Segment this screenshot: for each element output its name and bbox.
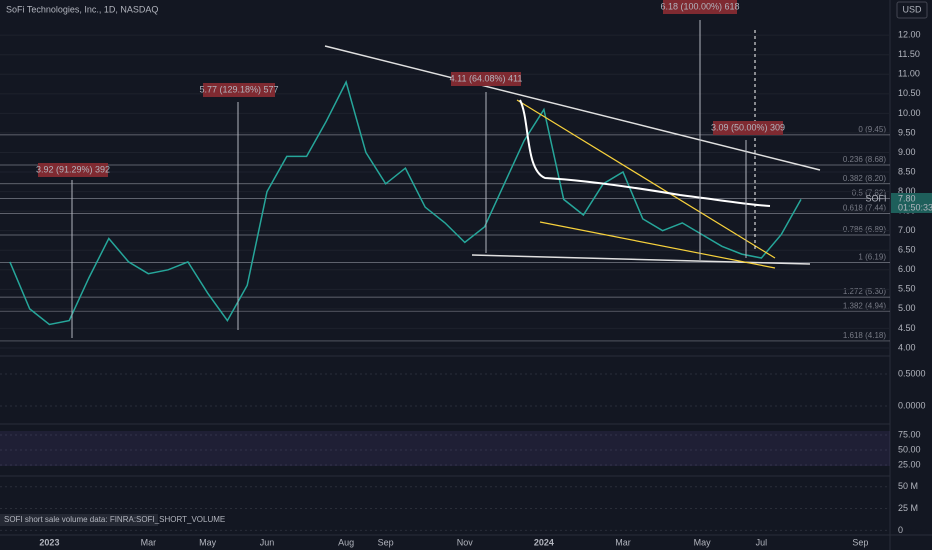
annotations: 3.92 (91.29%) 392 5.77 (129.18%) 577 4.1… [36,0,785,177]
y-tick-label: 4.00 [898,342,916,352]
y-tick-label: 11.50 [898,49,920,59]
x-tick-label: May [694,537,712,547]
currency-box[interactable] [896,1,928,19]
y-tick-label: 75.00 [898,429,921,439]
trendline [471,254,811,265]
moving-average [519,99,771,207]
fib-label: 0 (9.45) [858,125,886,134]
price-line [9,80,802,326]
rsi-band [0,431,890,466]
y-tick-label: 25 M [898,503,918,513]
price-tag-price: 7.80 [898,193,916,203]
y-tick-label: 8.00 [898,186,916,196]
annotation-box [203,83,275,97]
y-tick-label: 6.00 [898,264,916,274]
annotation-box [713,121,783,135]
y-tick-label: 7.00 [898,225,916,235]
trendline [539,221,776,269]
y-tick-label: 9.50 [898,127,916,137]
x-tick-label: Sep [378,537,394,547]
annotation: 3.09 (50.00%) 309 [711,122,785,132]
volume-title: SOFI short sale volume data: FINRA:SOFI_… [4,515,225,524]
y-tick-label: 4.50 [898,323,916,333]
fib-label: 1 (6.19) [858,252,886,261]
y-tick-label: 9.00 [898,147,916,157]
x-tick-label: May [199,537,217,547]
y-tick-label: 6.50 [898,245,916,255]
y-tick-label: 50.00 [898,444,921,454]
y-tick-label: 10.00 [898,108,921,118]
fib-label: 0.382 (8.20) [843,174,886,183]
price-tag-symbol: SOFI [865,193,886,203]
fib-label: 0.5 (7.82) [852,189,887,198]
annotation: 5.77 (129.18%) 577 [199,84,278,94]
x-tick-label: Jun [260,537,275,547]
fib-label: 1.618 (4.18) [843,331,886,340]
x-tick-label: 2024 [534,537,554,547]
annotation: 6.18 (100.00%) 618 [660,1,739,11]
fib-label: 0.236 (8.68) [843,155,886,164]
symbol-title: SoFi Technologies, Inc., 1D, NASDAQ [6,4,158,14]
x-tick-label: Jul [756,537,768,547]
trendline [516,99,776,259]
y-tick-label: 50 M [898,481,918,491]
annotation-box [38,163,108,177]
fib-label: 0.786 (6.89) [843,225,886,234]
x-tick-label: Mar [615,537,631,547]
trendline [324,45,821,171]
y-tick-label: 12.00 [898,30,921,40]
y-tick-label: 5.50 [898,284,916,294]
x-tick-label: Mar [141,537,157,547]
annotation: 3.92 (91.29%) 392 [36,164,110,174]
x-tick-label: 2023 [39,537,59,547]
y-tick-label: 0.0000 [898,400,926,410]
fib-label: 1.272 (5.30) [843,287,886,296]
y-tick-label: 0.5000 [898,368,926,378]
annotation-box [663,0,737,14]
price-tag-countdown: 01:50:33 [898,202,932,212]
annotation: 4.11 (64.08%) 411 [450,73,523,83]
y-tick-label: 25.00 [898,459,921,469]
x-tick-label: Sep [852,537,868,547]
y-tick-label: 0 [898,525,903,535]
y-tick-label: 10.50 [898,88,921,98]
x-tick-label: Aug [338,537,354,547]
annotation-box [451,72,521,86]
currency[interactable]: USD [902,4,922,14]
fib-label: 1.382 (4.94) [843,301,886,310]
y-tick-label: 8.50 [898,166,916,176]
price-tag-box [891,193,932,213]
y-tick-label: 5.00 [898,303,916,313]
fib-label: 0.618 (7.44) [843,204,886,213]
label-box [0,514,158,526]
x-tick-label: Nov [457,537,474,547]
y-tick-label: 11.00 [898,69,920,79]
